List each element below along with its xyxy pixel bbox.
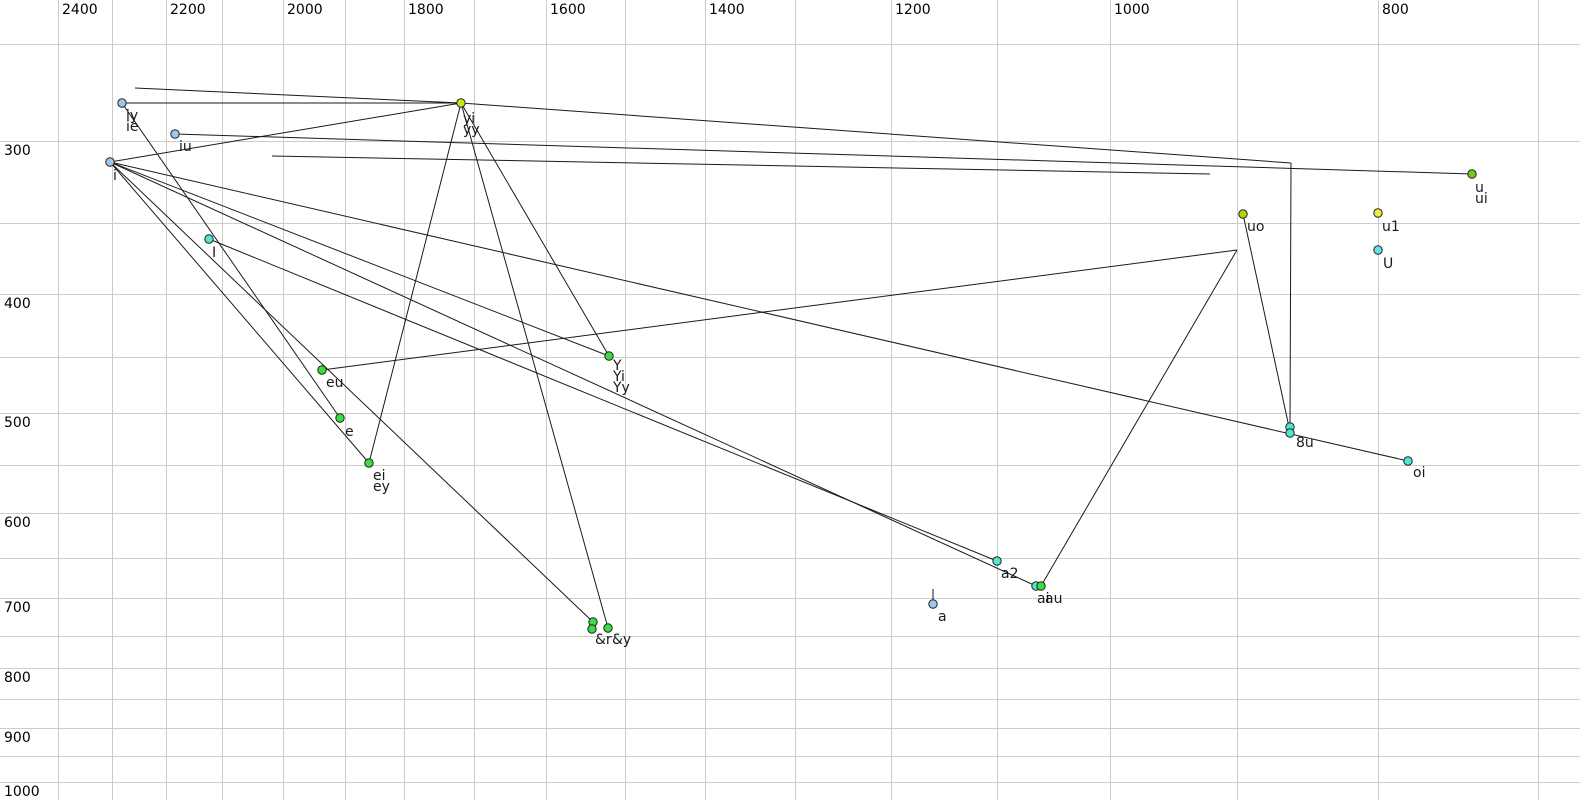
data-point-amp-r[interactable] <box>587 624 597 634</box>
data-point-amp-y[interactable] <box>603 623 613 633</box>
data-point-iy-ie[interactable] <box>117 98 127 108</box>
x-tick-label: 2400 <box>62 2 98 18</box>
point-label-a: a <box>938 609 947 625</box>
point-label-iy-ie: ie <box>126 119 139 135</box>
point-label-i: i <box>113 168 117 184</box>
trajectory-line-ai <box>109 161 1037 587</box>
x-axis-tick-labels: 2400 2200 2000 1800 1600 1400 1200 1000 800 <box>62 2 1409 18</box>
trajectory-line-iu <box>174 133 1473 175</box>
data-point-a[interactable] <box>928 599 938 609</box>
point-label-I: I <box>212 245 216 261</box>
point-label-oi: oi <box>1413 465 1425 481</box>
data-point-8u[interactable] <box>1285 428 1295 438</box>
data-point-eu[interactable] <box>317 365 327 375</box>
point-label-e: e <box>345 424 354 440</box>
data-point-u-ui[interactable] <box>1467 169 1477 179</box>
x-tick-label: 1000 <box>1114 2 1150 18</box>
point-label-ei-ey: ey <box>373 479 390 495</box>
trajectory-line-ey <box>368 102 462 464</box>
point-label-Y: Y <box>612 358 622 374</box>
trajectory-line-au <box>1040 249 1238 587</box>
point-label-iu: iu <box>179 139 192 155</box>
point-label-a2: a2 <box>1001 566 1019 582</box>
data-point-au[interactable] <box>1036 581 1046 591</box>
data-point-i[interactable] <box>105 157 115 167</box>
y-tick-label: 1000 <box>4 784 40 800</box>
x-tick-label: 2000 <box>287 2 323 18</box>
point-label-Y: Yy <box>612 380 630 396</box>
data-point-ei-ey[interactable] <box>364 458 374 468</box>
x-tick-label: 1800 <box>408 2 444 18</box>
data-point-a2[interactable] <box>992 556 1002 566</box>
y-axis-tick-labels: 300 400 500 600 700 800 900 1000 <box>4 143 40 800</box>
point-label-eu: eu <box>326 375 344 391</box>
x-tick-label: 1600 <box>550 2 586 18</box>
x-tick-label: 2200 <box>170 2 206 18</box>
trajectory-line-ei <box>109 161 370 464</box>
trajectory-line-iy-upper <box>134 87 462 104</box>
trajectory-line-oi <box>109 161 1409 462</box>
data-point-u1[interactable] <box>1373 208 1383 218</box>
point-label-ei-ey: ei <box>373 468 386 484</box>
point-label-ai: ai <box>1037 591 1049 607</box>
point-label-U: U <box>1383 256 1393 272</box>
x-tick-label: 1200 <box>895 2 931 18</box>
point-label-u-ui: u <box>1475 180 1484 196</box>
y-tick-label: 700 <box>4 600 31 616</box>
trajectory-line-a2 <box>208 238 998 562</box>
data-point-e[interactable] <box>335 413 345 423</box>
point-label-amp-r: &r <box>595 632 612 648</box>
trajectory-line-eu <box>321 249 1238 371</box>
y-tick-label: 400 <box>4 296 31 312</box>
trajectory-line-amp-r <box>109 161 594 623</box>
point-label-uo: uo <box>1247 219 1264 235</box>
trajectory-line-yi <box>109 102 462 163</box>
point-label-8u: 8u <box>1296 435 1314 451</box>
x-tick-label: 800 <box>1382 2 1409 18</box>
point-label-y: yi <box>463 111 475 127</box>
data-point-U[interactable] <box>1373 245 1383 255</box>
x-tick-label: 1400 <box>709 2 745 18</box>
data-point-oi[interactable] <box>1403 456 1413 466</box>
trajectory-line-y-long <box>460 102 1292 164</box>
y-tick-label: 300 <box>4 143 31 159</box>
trajectory-line-ie <box>121 102 341 419</box>
trajectory-line-uo <box>1242 213 1290 428</box>
point-label-y: yy <box>463 122 480 138</box>
point-label-amp-y: &y <box>612 632 631 648</box>
data-point-I[interactable] <box>204 234 214 244</box>
y-tick-label: 600 <box>4 515 31 531</box>
data-point-y[interactable] <box>456 98 466 108</box>
trajectory-line-8u-up <box>1289 162 1292 428</box>
point-label-u1: u1 <box>1382 219 1400 235</box>
y-tick-label: 900 <box>4 730 31 746</box>
trajectory-line-amp-y <box>460 102 609 629</box>
trajectory-lines <box>109 87 1473 629</box>
point-label-u-ui: ui <box>1475 191 1488 207</box>
point-label-iy-ie: iy <box>126 108 138 124</box>
trajectory-line-ui <box>271 155 1211 175</box>
point-label-Y: Yi <box>612 369 625 385</box>
trajectory-line-Yi <box>109 161 610 357</box>
data-point-Y[interactable] <box>604 351 614 361</box>
point-label-au: au <box>1045 591 1062 607</box>
y-tick-label: 500 <box>4 415 31 431</box>
data-point-uo[interactable] <box>1238 209 1248 219</box>
trajectory-line-yy <box>460 102 610 357</box>
data-point-iu[interactable] <box>170 129 180 139</box>
y-tick-label: 800 <box>4 670 31 686</box>
data-points <box>105 98 1477 634</box>
